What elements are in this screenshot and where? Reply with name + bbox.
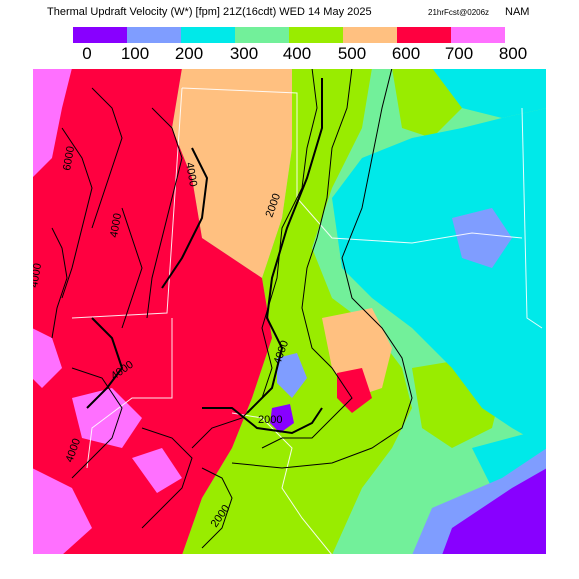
legend-tick: 100: [121, 44, 149, 64]
legend-tick: 800: [499, 44, 527, 64]
legend-swatch-6: [397, 27, 451, 43]
title-forecast-cycle: 21hrFcst@0206z: [428, 8, 489, 17]
legend-swatch-0: [73, 27, 127, 43]
legend-swatch-1: [127, 27, 181, 43]
legend-swatch-5: [343, 27, 397, 43]
legend-tick: 0: [82, 44, 91, 64]
legend-swatch-2: [181, 27, 235, 43]
legend-tick-labels: 0 100 200 300 400 500 600 700 800: [0, 44, 579, 66]
legend-tick: 600: [392, 44, 420, 64]
legend-swatch-7: [451, 27, 505, 43]
title-main: Thermal Updraft Velocity (W*) [fpm] 21Z(…: [47, 6, 372, 18]
legend-tick: 500: [338, 44, 366, 64]
legend-tick: 200: [175, 44, 203, 64]
legend-swatch-4: [289, 27, 343, 43]
forecast-map[interactable]: 6000 4000 4000 2000 4000 2000 4000 4000 …: [32, 68, 547, 555]
legend-tick: 300: [230, 44, 258, 64]
legend-tick: 400: [283, 44, 311, 64]
legend-swatch-3: [235, 27, 289, 43]
color-legend-bar: [73, 27, 505, 43]
contour-label: 2000: [258, 414, 282, 426]
title-model: NAM: [505, 6, 529, 18]
legend-tick: 700: [445, 44, 473, 64]
map-title: Thermal Updraft Velocity (W*) [fpm] 21Z(…: [0, 6, 579, 22]
